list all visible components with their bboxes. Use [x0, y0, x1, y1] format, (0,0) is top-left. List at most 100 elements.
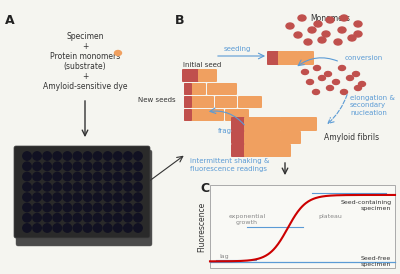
Circle shape	[43, 152, 51, 160]
Circle shape	[124, 224, 132, 232]
Text: +: +	[82, 42, 88, 51]
Text: elongation &
secondary
nucleation: elongation & secondary nucleation	[350, 95, 395, 116]
Circle shape	[33, 213, 41, 222]
Text: Initial seed: Initial seed	[183, 62, 221, 68]
Circle shape	[73, 203, 82, 212]
Circle shape	[83, 162, 92, 170]
Text: conversion: conversion	[345, 55, 383, 61]
Circle shape	[124, 162, 132, 170]
Circle shape	[94, 224, 102, 232]
FancyBboxPatch shape	[238, 96, 262, 108]
FancyBboxPatch shape	[198, 69, 217, 82]
Circle shape	[124, 203, 132, 212]
Circle shape	[23, 193, 31, 201]
Circle shape	[43, 162, 51, 170]
FancyBboxPatch shape	[225, 109, 249, 121]
Circle shape	[33, 224, 41, 232]
Circle shape	[53, 183, 62, 191]
FancyBboxPatch shape	[184, 83, 192, 95]
Circle shape	[114, 183, 122, 191]
Circle shape	[23, 162, 31, 170]
Circle shape	[53, 213, 62, 222]
FancyBboxPatch shape	[244, 117, 281, 131]
Circle shape	[73, 193, 82, 201]
FancyBboxPatch shape	[244, 144, 291, 157]
Circle shape	[104, 172, 112, 181]
Ellipse shape	[340, 90, 348, 95]
Ellipse shape	[332, 79, 340, 84]
Circle shape	[124, 193, 132, 201]
Text: Protein monomers: Protein monomers	[50, 52, 120, 61]
Ellipse shape	[326, 17, 334, 23]
Text: C: C	[200, 182, 209, 195]
Ellipse shape	[308, 27, 316, 33]
Circle shape	[83, 203, 92, 212]
Ellipse shape	[314, 65, 320, 70]
Circle shape	[124, 213, 132, 222]
Text: seeding: seeding	[223, 46, 251, 52]
Circle shape	[63, 162, 72, 170]
Ellipse shape	[294, 32, 302, 38]
Circle shape	[53, 193, 62, 201]
Circle shape	[114, 162, 122, 170]
Ellipse shape	[352, 72, 360, 76]
Circle shape	[83, 183, 92, 191]
Circle shape	[63, 152, 72, 160]
Ellipse shape	[358, 81, 366, 87]
Circle shape	[104, 152, 112, 160]
Text: lag: lag	[219, 254, 229, 259]
Ellipse shape	[298, 15, 306, 21]
FancyBboxPatch shape	[231, 117, 245, 131]
Text: Amyloid fibrils: Amyloid fibrils	[324, 133, 379, 142]
Circle shape	[94, 213, 102, 222]
Ellipse shape	[314, 21, 322, 27]
FancyBboxPatch shape	[184, 96, 214, 108]
FancyBboxPatch shape	[182, 69, 199, 82]
Circle shape	[33, 203, 41, 212]
Ellipse shape	[306, 79, 314, 84]
Ellipse shape	[340, 15, 348, 21]
Circle shape	[104, 224, 112, 232]
Text: +: +	[82, 72, 88, 81]
Circle shape	[43, 213, 51, 222]
Circle shape	[53, 224, 62, 232]
Circle shape	[124, 152, 132, 160]
FancyBboxPatch shape	[14, 146, 150, 238]
Circle shape	[53, 172, 62, 181]
Ellipse shape	[318, 37, 326, 43]
FancyBboxPatch shape	[215, 96, 237, 108]
Circle shape	[43, 224, 51, 232]
Ellipse shape	[354, 85, 362, 90]
Text: Amyloid-sensitive dye: Amyloid-sensitive dye	[43, 82, 127, 91]
Text: plateau: plateau	[318, 214, 342, 219]
FancyBboxPatch shape	[280, 117, 317, 131]
Text: (substrate): (substrate)	[64, 62, 106, 71]
Ellipse shape	[318, 76, 326, 81]
FancyBboxPatch shape	[231, 144, 245, 157]
Circle shape	[43, 193, 51, 201]
Circle shape	[73, 213, 82, 222]
Text: Fluorescence: Fluorescence	[197, 201, 206, 252]
Ellipse shape	[338, 65, 346, 70]
Circle shape	[114, 152, 122, 160]
Text: Specimen: Specimen	[66, 32, 104, 41]
Circle shape	[104, 203, 112, 212]
Text: B: B	[175, 14, 184, 27]
Circle shape	[63, 193, 72, 201]
Circle shape	[114, 224, 122, 232]
Circle shape	[124, 172, 132, 181]
Ellipse shape	[354, 31, 362, 37]
Circle shape	[43, 183, 51, 191]
Circle shape	[23, 213, 31, 222]
Ellipse shape	[322, 31, 330, 37]
FancyBboxPatch shape	[231, 131, 245, 144]
FancyBboxPatch shape	[184, 109, 192, 121]
Circle shape	[83, 193, 92, 201]
Circle shape	[104, 213, 112, 222]
FancyBboxPatch shape	[16, 150, 152, 246]
Ellipse shape	[304, 39, 312, 45]
Circle shape	[33, 183, 41, 191]
Circle shape	[114, 193, 122, 201]
FancyBboxPatch shape	[184, 109, 224, 121]
Circle shape	[134, 193, 142, 201]
